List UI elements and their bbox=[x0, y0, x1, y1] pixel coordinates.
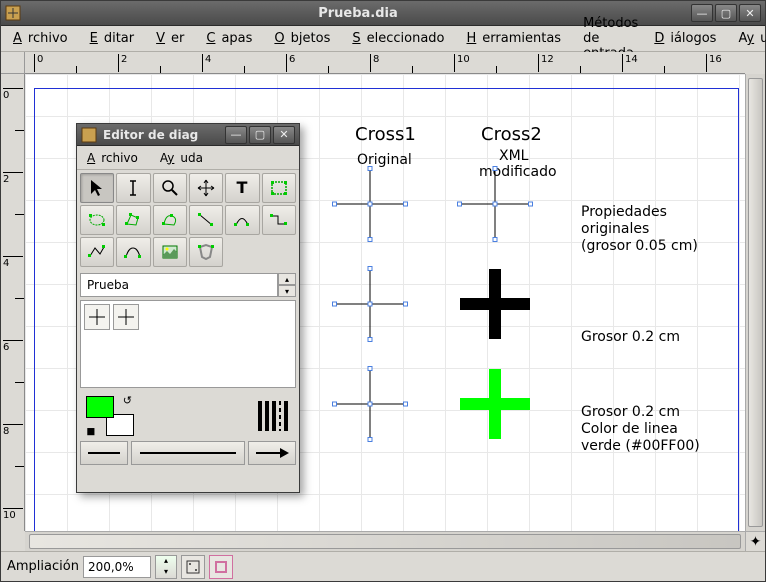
cross-shape-5[interactable] bbox=[335, 369, 405, 439]
app-icon bbox=[5, 5, 21, 21]
cross-shape-1[interactable] bbox=[335, 169, 405, 239]
tool-scroll[interactable] bbox=[189, 173, 223, 203]
menu-editar[interactable]: Editar bbox=[84, 29, 147, 48]
line-style-preview[interactable] bbox=[134, 401, 296, 431]
shape-cross2[interactable] bbox=[113, 304, 139, 330]
tool-text-cursor[interactable] bbox=[116, 173, 150, 203]
svg-text:T: T bbox=[237, 178, 248, 197]
zoom-label: Ampliación bbox=[7, 559, 79, 574]
tool-box[interactable] bbox=[262, 173, 296, 203]
label-cross1: Cross1 bbox=[355, 124, 416, 145]
maximize-button[interactable]: ▢ bbox=[715, 4, 737, 22]
tool-bezier[interactable] bbox=[116, 237, 150, 267]
label-row3b: Color de linea bbox=[581, 421, 678, 437]
menu-objetos[interactable]: Objetos bbox=[268, 29, 342, 48]
cross-shape-2[interactable] bbox=[460, 169, 530, 239]
scrollbar-v-thumb[interactable] bbox=[748, 78, 763, 527]
sheet-stepper[interactable]: ▴▾ bbox=[278, 273, 296, 297]
label-row2: Grosor 0.2 cm bbox=[581, 329, 680, 345]
toolbox-maximize-button[interactable]: ▢ bbox=[249, 126, 271, 144]
ruler-origin[interactable] bbox=[1, 52, 25, 74]
tool-polyline[interactable] bbox=[80, 237, 114, 267]
sheet-selector[interactable]: Prueba ▴▾ bbox=[80, 273, 296, 297]
nav-corner-button[interactable]: ✦ bbox=[745, 531, 765, 551]
toolbox-menu-archivo[interactable]: Archivo bbox=[81, 149, 150, 167]
fg-color-swatch[interactable] bbox=[86, 396, 114, 418]
cross-shape-6[interactable] bbox=[460, 369, 530, 439]
label-original: Original bbox=[357, 152, 412, 168]
shape-cross1[interactable] bbox=[84, 304, 110, 330]
label-cross2: Cross2 bbox=[481, 124, 542, 145]
arrow-style-row bbox=[80, 441, 296, 465]
tool-arc[interactable] bbox=[225, 205, 259, 235]
toolbox-titlebar[interactable]: Editor de diag — ▢ ✕ bbox=[77, 124, 299, 146]
toolbox-app-icon bbox=[81, 127, 97, 143]
label-row1a: Propiedades bbox=[581, 204, 667, 220]
label-row1c: (grosor 0.05 cm) bbox=[581, 238, 698, 254]
menu-herramientas[interactable]: Herramientas bbox=[461, 29, 574, 48]
toolbox-window[interactable]: Editor de diag — ▢ ✕ Archivo Ayuda T Pru… bbox=[76, 123, 300, 493]
toolbox-title: Editor de diag bbox=[103, 128, 223, 142]
tool-text[interactable]: T bbox=[225, 173, 259, 203]
cross-shape-4[interactable] bbox=[460, 269, 530, 339]
zoom-stepper[interactable]: ▴ ▾ bbox=[155, 555, 177, 579]
ruler-horizontal[interactable]: 0246810121416 bbox=[25, 52, 745, 74]
main-menubar: Archivo Editar Ver Capas Objetos Selecci… bbox=[1, 26, 765, 52]
label-row3a: Grosor 0.2 cm bbox=[581, 404, 680, 420]
tool-zoom[interactable] bbox=[153, 173, 187, 203]
menu-capas[interactable]: Capas bbox=[200, 29, 264, 48]
close-button[interactable]: ✕ bbox=[739, 4, 761, 22]
menu-ayuda[interactable]: Ayuda bbox=[732, 29, 766, 48]
menu-archivo[interactable]: Archivo bbox=[7, 29, 80, 48]
toolbox-menubar: Archivo Ayuda bbox=[77, 146, 299, 170]
scrollbar-vertical[interactable] bbox=[745, 74, 765, 531]
sheet-name[interactable]: Prueba bbox=[80, 273, 278, 297]
menu-dialogos[interactable]: Diálogos bbox=[648, 29, 728, 48]
label-row1b: originales bbox=[581, 221, 649, 237]
toolbox-close-button[interactable]: ✕ bbox=[273, 126, 295, 144]
main-titlebar[interactable]: Prueba.dia — ▢ ✕ bbox=[1, 1, 765, 26]
toolbox-minimize-button[interactable]: — bbox=[225, 126, 247, 144]
tool-zigzag[interactable] bbox=[262, 205, 296, 235]
tool-line[interactable] bbox=[189, 205, 223, 235]
line-end-style[interactable] bbox=[248, 441, 296, 465]
toolbox-menu-ayuda[interactable]: Ayuda bbox=[154, 149, 215, 167]
scrollbar-h-thumb[interactable] bbox=[29, 534, 741, 549]
snap-object-button[interactable] bbox=[209, 555, 233, 579]
menu-seleccionado[interactable]: Seleccionado bbox=[346, 29, 456, 48]
line-mid-style[interactable] bbox=[131, 441, 245, 465]
tool-beziergon[interactable] bbox=[153, 205, 187, 235]
tool-grid: T bbox=[77, 170, 299, 270]
scrollbar-horizontal[interactable] bbox=[25, 531, 745, 551]
minimize-button[interactable]: — bbox=[691, 4, 713, 22]
label-xml1: XML bbox=[499, 148, 528, 164]
zoom-input[interactable] bbox=[83, 556, 151, 578]
tool-ellipse[interactable] bbox=[80, 205, 114, 235]
menu-ver[interactable]: Ver bbox=[150, 29, 196, 48]
tool-outline[interactable] bbox=[189, 237, 223, 267]
ruler-vertical[interactable]: 0246810 bbox=[1, 74, 25, 531]
color-swatches[interactable]: ↺ ◾ bbox=[86, 396, 134, 436]
tool-pointer[interactable] bbox=[80, 173, 114, 203]
statusbar: Ampliación ▴ ▾ bbox=[1, 551, 765, 581]
tool-polygon[interactable] bbox=[116, 205, 150, 235]
reset-colors-icon[interactable]: ◾ bbox=[86, 424, 96, 439]
cross-shape-3[interactable] bbox=[335, 269, 405, 339]
shape-palette bbox=[80, 300, 296, 388]
color-area: ↺ ◾ bbox=[80, 394, 296, 438]
snap-grid-button[interactable] bbox=[181, 555, 205, 579]
label-row3c: verde (#00FF00) bbox=[581, 438, 700, 454]
line-start-style[interactable] bbox=[80, 441, 128, 465]
swap-colors-icon[interactable]: ↺ bbox=[123, 394, 132, 407]
tool-image[interactable] bbox=[153, 237, 187, 267]
